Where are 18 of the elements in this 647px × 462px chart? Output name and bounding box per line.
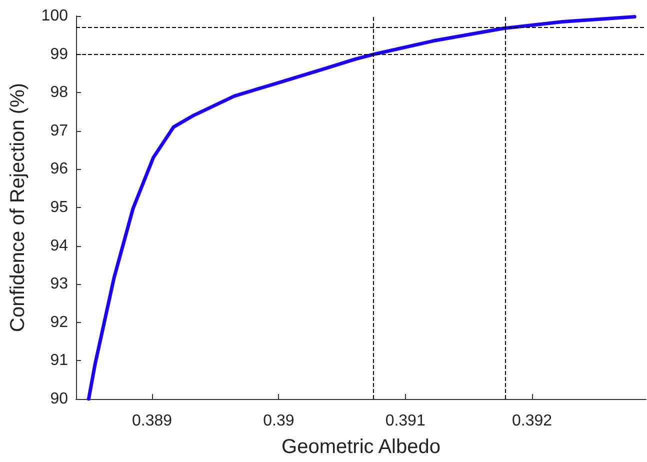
x-tick-label: 0.391 bbox=[385, 412, 426, 430]
x-tick-label: 0.392 bbox=[512, 412, 552, 430]
y-tick-label: 90 bbox=[50, 390, 68, 408]
y-tick-label: 99 bbox=[50, 46, 68, 63]
y-tick-label: 94 bbox=[50, 237, 68, 254]
y-tick-label: 92 bbox=[50, 314, 68, 331]
y-tick-label: 91 bbox=[50, 352, 68, 370]
y-tick-label: 95 bbox=[50, 199, 68, 216]
y-tick-label: 93 bbox=[50, 276, 68, 293]
y-tick-label: 100 bbox=[41, 8, 68, 24]
y-tick-label: 98 bbox=[50, 84, 68, 102]
y-tick-label: 96 bbox=[50, 160, 68, 178]
y-axis-title: Confidence of Rejection (%) bbox=[7, 82, 29, 332]
x-tick-label: 0.39 bbox=[263, 412, 294, 430]
line-series bbox=[86, 15, 636, 401]
x-tick-label: 0.389 bbox=[132, 412, 172, 430]
x-axis-title: Geometric Albedo bbox=[282, 436, 440, 458]
y-tick-label: 97 bbox=[50, 122, 68, 140]
